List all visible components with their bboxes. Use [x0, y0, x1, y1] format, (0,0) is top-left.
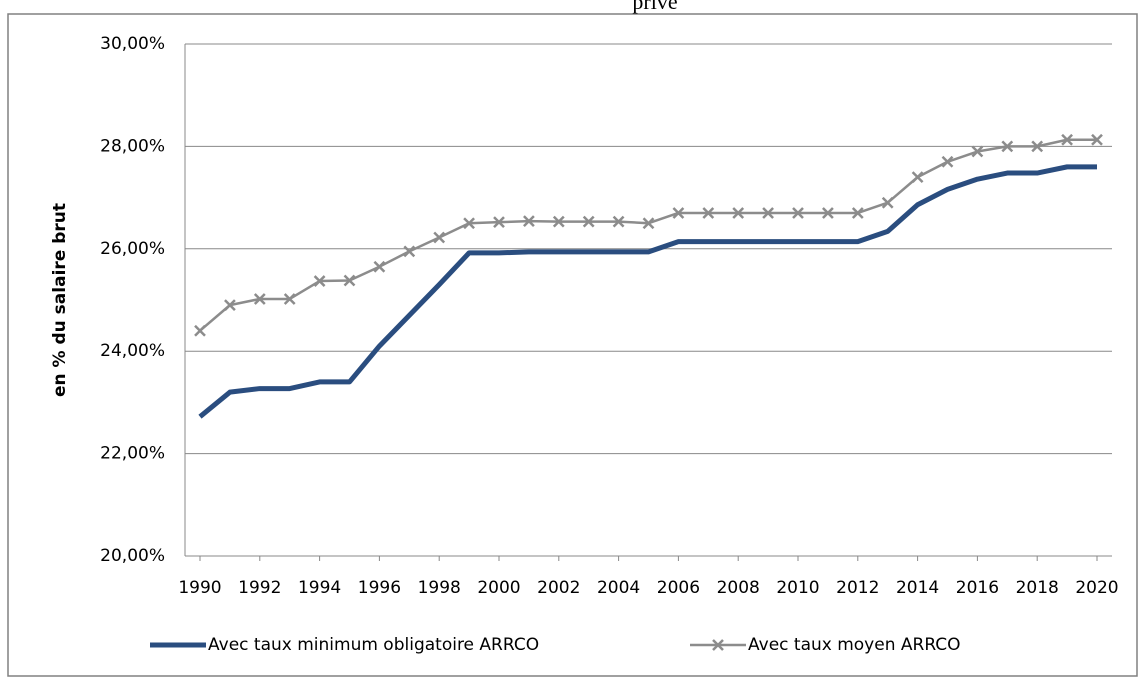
x-tick-label: 2020: [1075, 578, 1118, 598]
x-tick-label: 1992: [238, 578, 281, 598]
x-tick-label: 2018: [1016, 578, 1059, 598]
point-marker: [493, 216, 505, 229]
series-line: [198, 164, 1097, 419]
point-marker: [373, 260, 386, 273]
point-marker: [1001, 140, 1014, 153]
point-marker: [1061, 133, 1073, 146]
point-marker: [224, 299, 236, 312]
legend-marker: [712, 639, 724, 651]
point-marker: [881, 196, 894, 209]
y-tick-label: 22,00%: [100, 444, 165, 464]
point-marker: [523, 215, 535, 228]
point-marker: [1091, 133, 1103, 146]
x-tick-label: 1990: [178, 578, 221, 598]
point-marker: [822, 207, 834, 219]
x-tick-label: 1996: [358, 578, 401, 598]
point-marker: [762, 207, 774, 219]
point-marker: [732, 207, 745, 219]
x-tick-label: 2000: [477, 578, 520, 598]
point-marker: [971, 145, 984, 158]
y-tick-label: 20,00%: [100, 546, 165, 566]
point-marker: [343, 274, 356, 287]
x-tick-label: 2016: [956, 578, 999, 598]
point-marker: [1031, 140, 1044, 153]
point-marker: [941, 155, 954, 168]
point-marker: [253, 293, 266, 305]
point-marker: [463, 217, 475, 230]
point-marker: [433, 231, 446, 244]
point-marker: [672, 207, 685, 219]
x-tick-label: 2006: [657, 578, 700, 598]
y-axis-label: en % du salaire brut: [50, 203, 70, 397]
point-marker: [612, 215, 625, 228]
y-tick-label: 24,00%: [100, 341, 165, 361]
x-tick-label: 1998: [418, 578, 461, 598]
point-marker: [403, 245, 416, 258]
legend-label: Avec taux moyen ARRCO: [748, 635, 961, 655]
x-tick-label: 2008: [717, 578, 760, 598]
legend-label: Avec taux minimum obligatoire ARRCO: [208, 635, 539, 655]
x-tick-label: 1994: [298, 578, 341, 598]
x-tick-label: 2004: [597, 578, 640, 598]
x-tick-label: 2014: [896, 578, 939, 598]
point-marker: [642, 217, 655, 230]
x-tick-label: 2010: [776, 578, 819, 598]
y-tick-label: 30,00%: [100, 34, 165, 54]
y-tick-label: 28,00%: [100, 136, 165, 156]
point-marker: [851, 207, 864, 219]
point-marker: [911, 171, 924, 184]
x-tick-label: 2012: [836, 578, 879, 598]
point-marker: [283, 293, 296, 305]
point-marker: [313, 275, 326, 287]
point-marker: [582, 215, 595, 228]
point-marker: [702, 207, 715, 219]
point-marker: [194, 324, 206, 337]
chart-frame: [7, 13, 1138, 677]
series-line: [199, 138, 1097, 332]
y-tick-label: 26,00%: [100, 239, 165, 259]
chart-title: privé: [632, 0, 677, 14]
x-tick-label: 2002: [537, 578, 580, 598]
point-marker: [552, 215, 565, 228]
point-marker: [792, 207, 804, 219]
